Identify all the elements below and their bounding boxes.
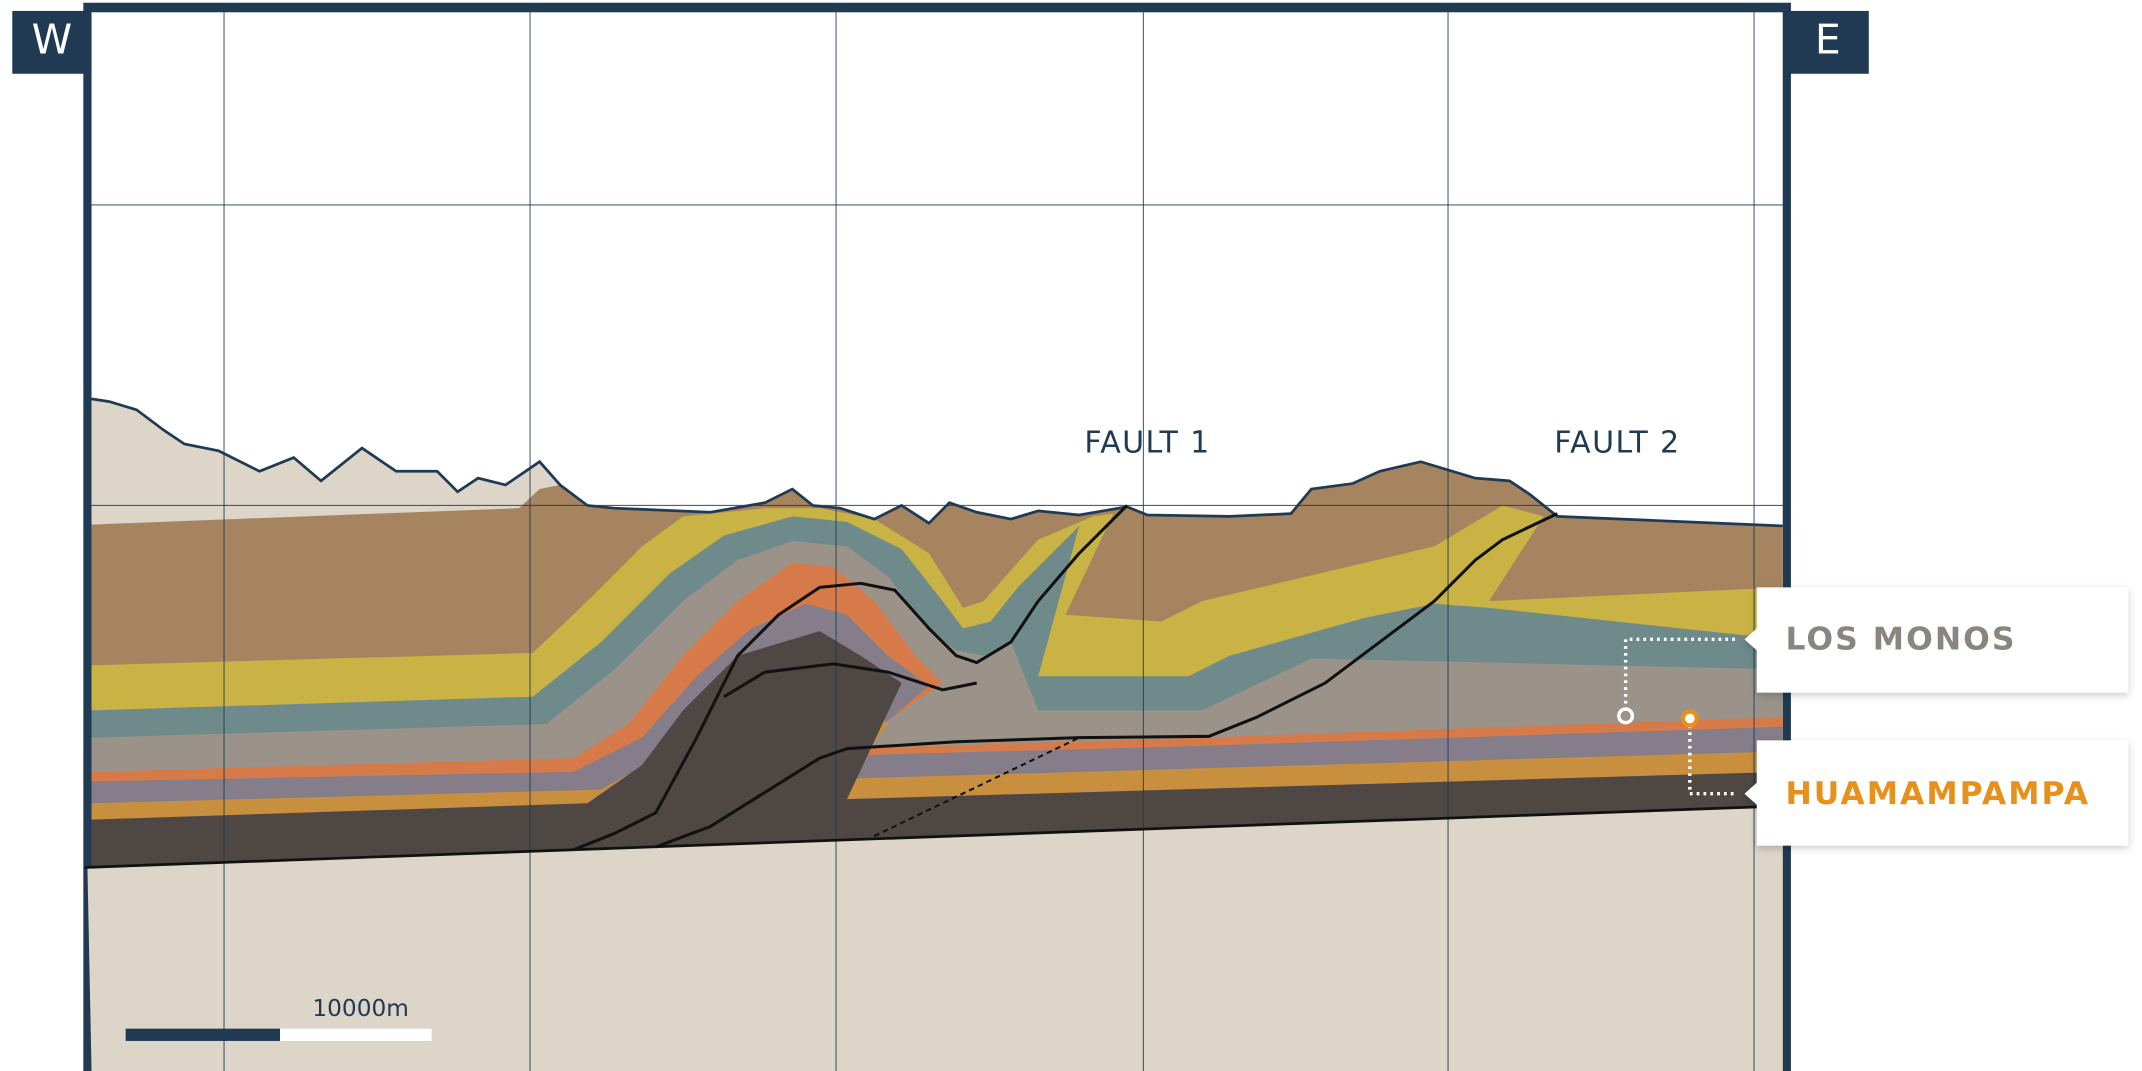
cross-section: FAULT 1 FAULT 2 W E LOS MONOS HUAMAMPAMP… <box>0 0 2142 1071</box>
fault-label: FAULT 2 <box>1554 425 1680 460</box>
callout-marker <box>1683 712 1697 726</box>
compass-label: E <box>1815 15 1841 63</box>
callout[interactable]: HUAMAMPAMPA <box>1744 740 2128 845</box>
compass-east: E <box>1787 11 1869 74</box>
compass-label: W <box>32 15 73 63</box>
fault-label: FAULT 1 <box>1084 425 1210 460</box>
callout-label: HUAMAMPAMPA <box>1785 776 2090 812</box>
scale-label: 10000m <box>312 995 408 1022</box>
callout-label: LOS MONOS <box>1785 622 2016 658</box>
callout[interactable]: LOS MONOS <box>1744 587 2128 692</box>
compass-west: W <box>12 11 91 74</box>
